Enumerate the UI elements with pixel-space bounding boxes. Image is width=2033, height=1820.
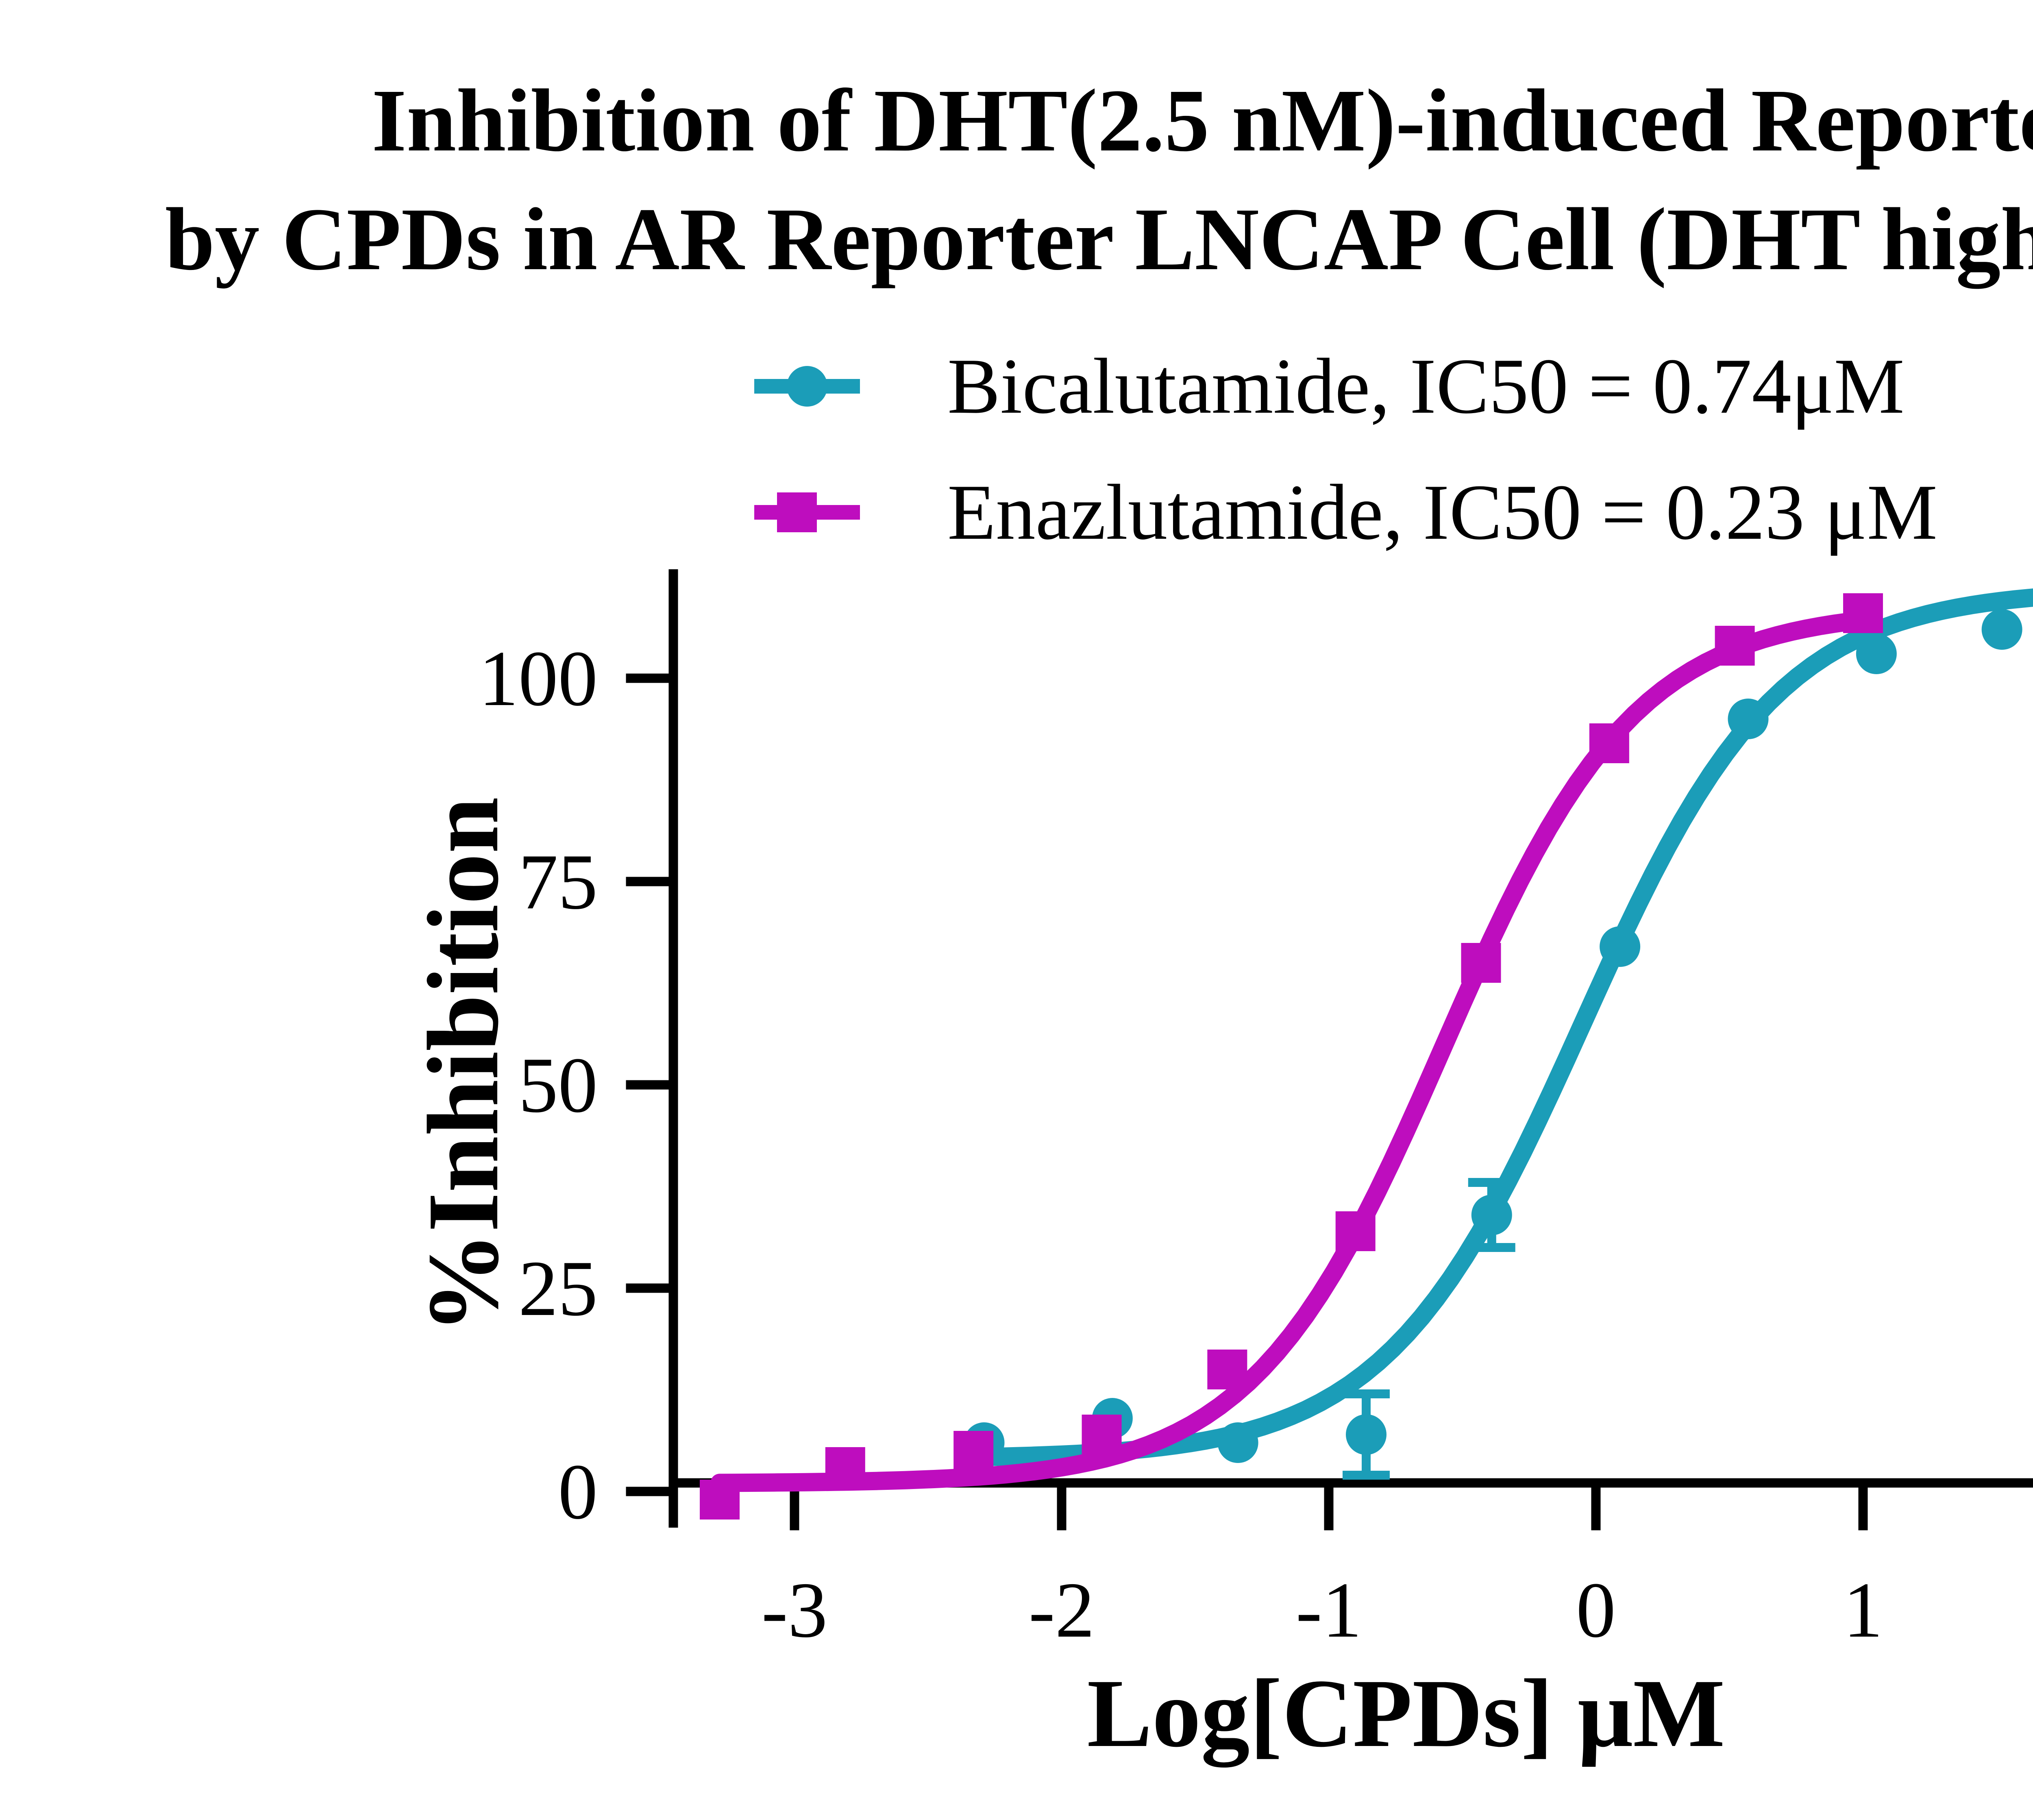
data-point-square xyxy=(1715,626,1755,666)
y-tick-label: 0 xyxy=(558,1448,598,1536)
data-point-square xyxy=(1461,943,1501,983)
data-point-circle xyxy=(1856,634,1897,674)
data-point-square xyxy=(825,1447,865,1487)
y-tick-label: 75 xyxy=(518,838,598,926)
data-point-square xyxy=(1335,1211,1376,1251)
data-point-circle xyxy=(1471,1195,1512,1235)
x-tick-label: 0 xyxy=(1576,1566,1616,1654)
y-tick-label: 25 xyxy=(518,1245,598,1332)
data-point-square xyxy=(1207,1350,1247,1389)
chart-title-line2: by CPDs in AR Reporter LNCAP Cell (DHT h… xyxy=(165,189,2033,289)
legend-circle-icon xyxy=(787,366,827,407)
legend-marker-square-icon xyxy=(754,470,860,555)
legend-square-icon xyxy=(777,492,817,532)
legend-marker-circle-icon xyxy=(754,344,860,429)
data-point-circle xyxy=(1728,699,1769,739)
data-point-circle xyxy=(1600,926,1641,967)
legend-item-bicalutamide: Bicalutamide, IC50 = 0.74μM xyxy=(754,342,1905,430)
chart-title-line1: Inhibition of DHT(2.5 nM)-induced Report… xyxy=(372,71,2033,170)
y-tick-label: 50 xyxy=(518,1041,598,1129)
data-point-circle xyxy=(1345,1414,1387,1455)
data-point-circle xyxy=(1981,609,2022,650)
series-curve-bicalutamide xyxy=(964,588,2033,1467)
data-point-square xyxy=(700,1480,740,1520)
chart-title: Inhibition of DHT(2.5 nM)-induced Report… xyxy=(0,61,2033,298)
x-tick-label: -2 xyxy=(1029,1566,1095,1654)
legend-label: Enazlutamide, IC50 = 0.23 μM xyxy=(947,468,1937,556)
data-point-square xyxy=(1082,1415,1122,1454)
x-axis-title: Log[CPDs] μM xyxy=(1087,1659,1725,1767)
data-point-square xyxy=(1589,723,1629,763)
legend-item-enazlutamide: Enazlutamide, IC50 = 0.23 μM xyxy=(754,468,1937,556)
x-tick-label: 1 xyxy=(1843,1566,1883,1654)
data-point-square xyxy=(1843,593,1883,633)
x-tick-label: -3 xyxy=(762,1566,827,1654)
y-tick-label: 100 xyxy=(479,635,598,723)
series-curve-enazlutamide xyxy=(710,611,1872,1492)
legend-label: Bicalutamide, IC50 = 0.74μM xyxy=(947,342,1905,430)
data-point-circle xyxy=(1217,1422,1258,1463)
data-point-square xyxy=(953,1431,994,1471)
x-tick-label: -1 xyxy=(1296,1566,1362,1654)
